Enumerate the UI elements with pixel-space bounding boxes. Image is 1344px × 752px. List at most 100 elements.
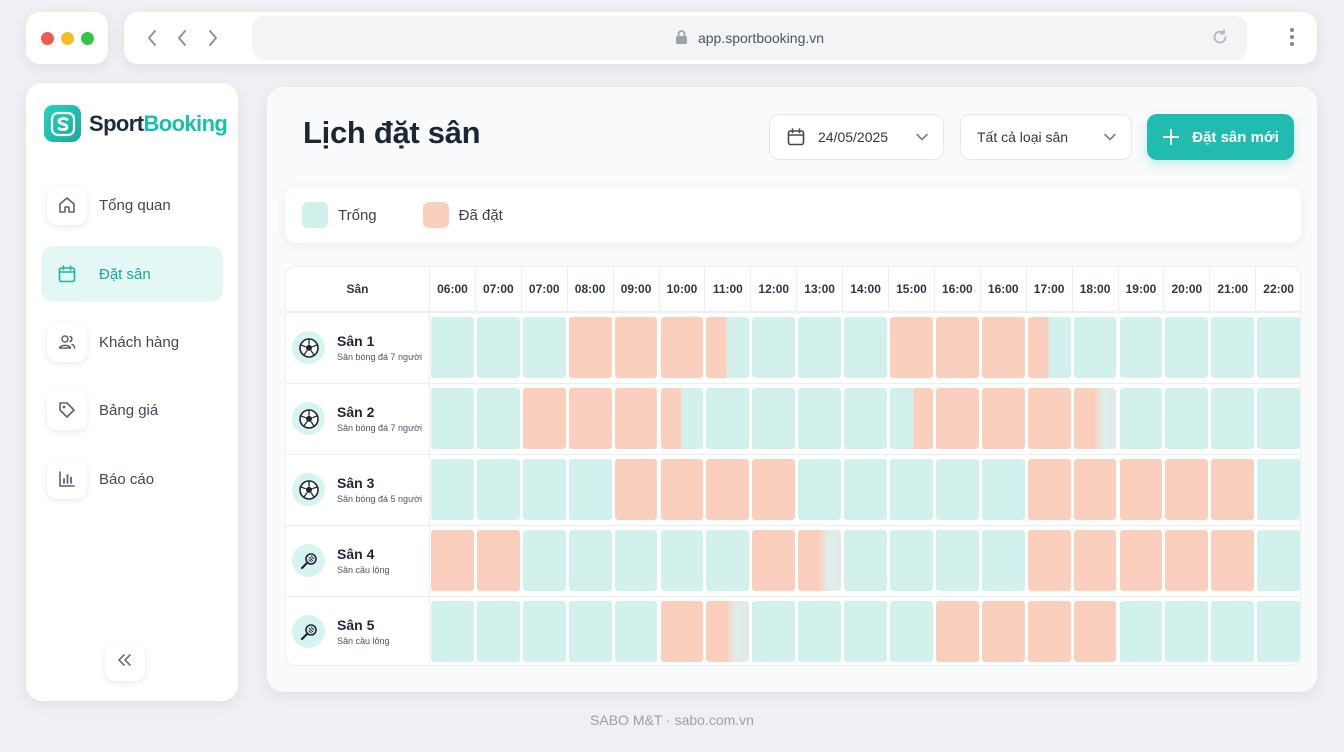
time-slot[interactable] (614, 601, 658, 662)
court-type-select[interactable]: Tất cả loại sân (960, 114, 1132, 160)
maximize-window-dot[interactable] (80, 31, 94, 45)
time-slot[interactable] (752, 317, 796, 378)
time-slot[interactable] (890, 388, 933, 449)
time-slot[interactable] (1119, 530, 1163, 591)
time-slot[interactable] (1257, 601, 1300, 662)
sidebar-item-pricing[interactable]: Bảng giá (41, 382, 223, 438)
time-slot[interactable] (935, 601, 979, 662)
reload-icon[interactable] (1211, 28, 1229, 49)
time-slot[interactable] (1027, 530, 1071, 591)
time-slot[interactable] (981, 459, 1025, 520)
time-slot[interactable] (844, 530, 887, 591)
time-slot[interactable] (614, 388, 658, 449)
time-slot[interactable] (660, 601, 704, 662)
time-slot[interactable] (1165, 530, 1209, 591)
time-slot[interactable] (935, 459, 979, 520)
time-slot[interactable] (1119, 317, 1163, 378)
time-slot[interactable] (844, 601, 887, 662)
time-slot[interactable] (981, 601, 1025, 662)
time-slot[interactable] (1211, 459, 1255, 520)
time-slot[interactable] (476, 601, 520, 662)
time-slot[interactable] (752, 388, 796, 449)
time-slot[interactable] (706, 317, 750, 378)
sidebar-item-overview[interactable]: Tổng quan (41, 177, 223, 233)
time-slot[interactable] (798, 317, 842, 378)
time-slot[interactable] (1027, 459, 1071, 520)
time-slot[interactable] (1257, 459, 1300, 520)
date-picker[interactable]: 24/05/2025 (769, 114, 944, 160)
time-slot[interactable] (431, 388, 474, 449)
time-slot[interactable] (1165, 388, 1209, 449)
minimize-window-dot[interactable] (60, 31, 74, 45)
time-slot[interactable] (981, 388, 1025, 449)
time-slot[interactable] (660, 459, 704, 520)
time-slot[interactable] (1165, 459, 1209, 520)
new-booking-button[interactable]: Đặt sân mới (1147, 114, 1294, 160)
time-slot[interactable] (1211, 317, 1255, 378)
time-slot[interactable] (890, 459, 933, 520)
time-slot[interactable] (1211, 601, 1255, 662)
time-slot[interactable] (844, 317, 887, 378)
time-slot[interactable] (1073, 459, 1117, 520)
sidebar-item-booking[interactable]: Đặt sân (41, 246, 223, 302)
time-slot[interactable] (981, 317, 1025, 378)
time-slot[interactable] (1257, 530, 1300, 591)
time-slot[interactable] (568, 601, 612, 662)
time-slot[interactable] (844, 459, 887, 520)
time-slot[interactable] (1119, 388, 1163, 449)
time-slot[interactable] (476, 530, 520, 591)
time-slot[interactable] (1119, 601, 1163, 662)
time-slot[interactable] (476, 388, 520, 449)
time-slot[interactable] (522, 459, 566, 520)
time-slot[interactable] (568, 317, 612, 378)
time-slot[interactable] (981, 530, 1025, 591)
time-slot[interactable] (935, 317, 979, 378)
time-slot[interactable] (431, 317, 474, 378)
time-slot[interactable] (706, 459, 750, 520)
time-slot[interactable] (660, 388, 704, 449)
time-slot[interactable] (568, 530, 612, 591)
time-slot[interactable] (890, 530, 933, 591)
time-slot[interactable] (798, 388, 842, 449)
time-slot[interactable] (1165, 317, 1209, 378)
sidebar-item-customers[interactable]: Khách hàng (41, 314, 223, 370)
time-slot[interactable] (614, 459, 658, 520)
time-slot[interactable] (568, 459, 612, 520)
time-slot[interactable] (890, 601, 933, 662)
time-slot[interactable] (522, 317, 566, 378)
time-slot[interactable] (890, 317, 933, 378)
time-slot[interactable] (1257, 317, 1300, 378)
time-slot[interactable] (935, 530, 979, 591)
time-slot[interactable] (1027, 601, 1071, 662)
time-slot[interactable] (1073, 388, 1117, 449)
time-slot[interactable] (798, 530, 842, 591)
address-bar[interactable]: app.sportbooking.vn (252, 16, 1247, 60)
time-slot[interactable] (1119, 459, 1163, 520)
time-slot[interactable] (1027, 317, 1071, 378)
time-slot[interactable] (1073, 601, 1117, 662)
time-slot[interactable] (522, 530, 566, 591)
time-slot[interactable] (706, 530, 750, 591)
time-slot[interactable] (798, 459, 842, 520)
time-slot[interactable] (1073, 317, 1117, 378)
time-slot[interactable] (844, 388, 887, 449)
time-slot[interactable] (522, 388, 566, 449)
app-logo[interactable]: SportBooking (44, 105, 228, 142)
time-slot[interactable] (431, 601, 474, 662)
time-slot[interactable] (1073, 530, 1117, 591)
time-slot[interactable] (1211, 388, 1255, 449)
history-back-icon[interactable] (170, 26, 194, 50)
time-slot[interactable] (1211, 530, 1255, 591)
close-window-dot[interactable] (40, 31, 54, 45)
time-slot[interactable] (476, 317, 520, 378)
time-slot[interactable] (614, 530, 658, 591)
time-slot[interactable] (752, 459, 796, 520)
time-slot[interactable] (706, 388, 750, 449)
time-slot[interactable] (614, 317, 658, 378)
time-slot[interactable] (798, 601, 842, 662)
forward-chevron-icon[interactable] (201, 26, 225, 50)
collapse-sidebar-button[interactable] (105, 643, 145, 681)
time-slot[interactable] (1165, 601, 1209, 662)
time-slot[interactable] (660, 317, 704, 378)
sidebar-item-reports[interactable]: Báo cáo (41, 451, 223, 507)
